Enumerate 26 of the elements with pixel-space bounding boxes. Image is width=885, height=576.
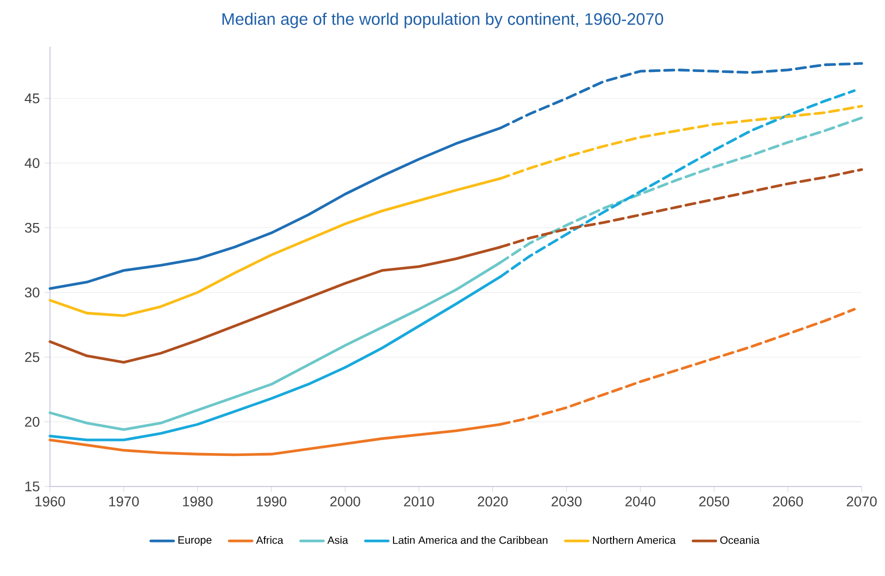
legend-label: Oceania: [720, 536, 760, 544]
x-tick-label: 2010: [404, 496, 434, 507]
x-tick-label: 2050: [699, 496, 730, 507]
x-tick-label: 2030: [552, 496, 582, 507]
legend-label: Asia: [327, 536, 348, 544]
legend-label: Africa: [256, 536, 284, 544]
x-tick-label: 1980: [183, 496, 213, 507]
x-tick-label: 2000: [330, 496, 360, 507]
chart-title: Median age of the world population by continent, 1960-2070: [222, 12, 664, 28]
x-tick-label: 2040: [625, 496, 656, 507]
legend-label: Latin America and the Caribbean: [393, 536, 548, 544]
x-tick-label: 1960: [35, 496, 65, 507]
y-tick-label: 35: [24, 222, 40, 233]
y-tick-label: 40: [24, 158, 40, 168]
legend-label: Northern America: [593, 536, 676, 544]
x-tick-label: 1970: [109, 496, 139, 507]
x-tick-label: 2060: [773, 496, 803, 507]
y-tick-label: 30: [24, 288, 40, 298]
y-tick-label: 45: [24, 94, 40, 104]
y-tick-label: 25: [25, 352, 40, 362]
x-tick-label: 1990: [256, 496, 286, 507]
legend-label: Europe: [178, 536, 212, 546]
x-tick-label: 2070: [846, 496, 877, 507]
y-tick-label: 20: [25, 416, 40, 427]
x-tick-label: 2020: [478, 496, 508, 507]
y-tick-label: 15: [25, 482, 40, 492]
